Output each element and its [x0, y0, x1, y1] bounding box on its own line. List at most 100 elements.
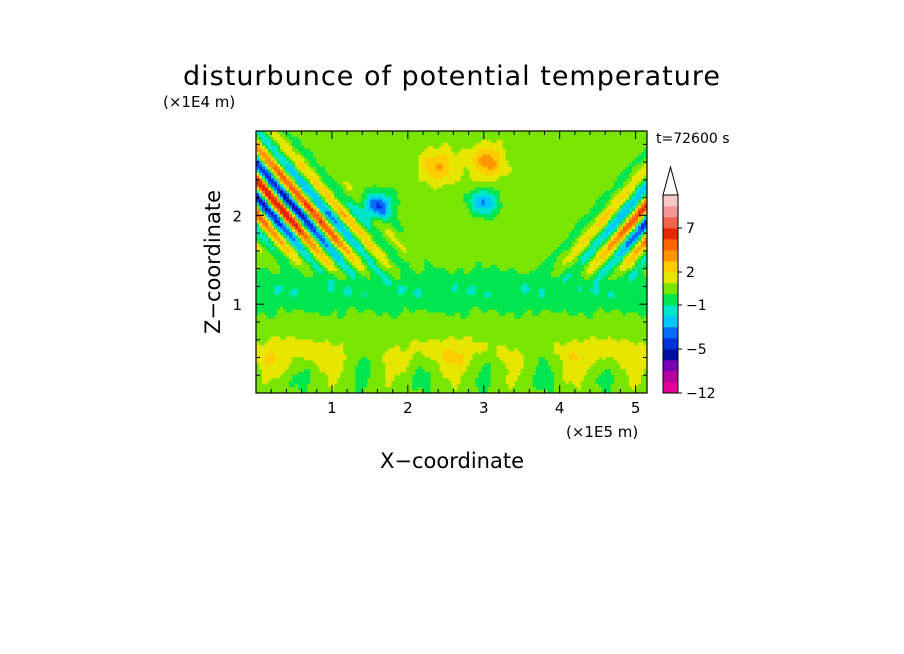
- heatmap-cell: [580, 133, 585, 138]
- heatmap-cell: [259, 154, 263, 159]
- heatmap-cell: [529, 214, 534, 218]
- heatmap-cell: [490, 148, 495, 153]
- heatmap-cell: [265, 169, 269, 174]
- heatmap-cell: [628, 211, 633, 215]
- heatmap-cell: [568, 154, 573, 159]
- heatmap-cell: [403, 166, 407, 171]
- heatmap-cell: [310, 187, 314, 191]
- heatmap-cell: [637, 226, 642, 230]
- heatmap-cell: [622, 226, 627, 230]
- heatmap-cell: [487, 196, 491, 200]
- heatmap-cell: [517, 238, 522, 242]
- heatmap-cell: [382, 217, 386, 221]
- heatmap-cell: [427, 148, 431, 153]
- heatmap-cell: [547, 190, 552, 194]
- heatmap-cell: [256, 131, 260, 135]
- heatmap-cell: [472, 136, 476, 141]
- heatmap-cell: [427, 187, 431, 191]
- heatmap-cell: [643, 229, 648, 233]
- heatmap-cell: [541, 142, 546, 147]
- heatmap-cell: [346, 139, 350, 144]
- heatmap-cell: [307, 184, 311, 188]
- heatmap-cell: [556, 235, 561, 239]
- heatmap-cell: [541, 235, 546, 239]
- heatmap-cell: [538, 139, 543, 144]
- heatmap-cell: [277, 184, 281, 188]
- heatmap-cell: [388, 205, 392, 209]
- heatmap-cell: [574, 208, 579, 212]
- heatmap-cell: [361, 241, 365, 245]
- heatmap-cell: [286, 160, 290, 165]
- heatmap-cell: [460, 241, 464, 245]
- heatmap-cell: [439, 241, 443, 245]
- heatmap-cell: [298, 196, 302, 200]
- heatmap-cell: [379, 142, 383, 147]
- heatmap-cell: [529, 175, 534, 180]
- heatmap-cell: [292, 235, 296, 239]
- heatmap-cell: [268, 131, 272, 135]
- heatmap-cell: [418, 199, 422, 203]
- heatmap-cell: [346, 211, 350, 215]
- heatmap-cell: [535, 139, 540, 144]
- heatmap-cell: [445, 190, 449, 194]
- heatmap-cell: [349, 163, 353, 168]
- heatmap-cell: [397, 139, 401, 144]
- heatmap-cell: [625, 148, 630, 153]
- heatmap-cell: [274, 232, 278, 236]
- heatmap-cell: [298, 238, 302, 242]
- heatmap-cell: [598, 202, 603, 206]
- heatmap-cell: [481, 211, 485, 215]
- heatmap-cell: [412, 211, 416, 215]
- heatmap-cell: [433, 151, 437, 156]
- heatmap-cell: [343, 217, 347, 221]
- heatmap-cell: [364, 157, 368, 162]
- heatmap-cell: [640, 199, 645, 203]
- heatmap-cell: [538, 142, 543, 147]
- heatmap-cell: [457, 190, 461, 194]
- heatmap-cell: [424, 229, 428, 233]
- heatmap-cell: [547, 241, 552, 245]
- heatmap-cell: [421, 241, 425, 245]
- heatmap-cell: [589, 131, 594, 135]
- heatmap-cell: [493, 241, 498, 245]
- heatmap-cell: [454, 136, 458, 141]
- heatmap-cell: [637, 220, 642, 224]
- heatmap-cell: [466, 202, 470, 206]
- heatmap-cell: [565, 241, 570, 245]
- heatmap-cell: [469, 172, 473, 177]
- heatmap-cell: [274, 181, 278, 185]
- heatmap-cell: [352, 205, 356, 209]
- heatmap-cell: [355, 163, 359, 168]
- heatmap-cell: [553, 235, 558, 239]
- heatmap-cell: [277, 187, 281, 191]
- heatmap-cell: [625, 145, 630, 150]
- heatmap-cell: [292, 172, 296, 177]
- heatmap-cell: [598, 187, 603, 191]
- heatmap-cell: [304, 133, 308, 138]
- heatmap-cell: [415, 163, 419, 168]
- heatmap-cell: [331, 166, 335, 171]
- heatmap-cell: [370, 235, 374, 239]
- heatmap-cell: [523, 199, 528, 203]
- heatmap-cell: [532, 193, 537, 197]
- heatmap-cell: [316, 229, 320, 233]
- heatmap-cell: [526, 163, 531, 168]
- heatmap-cell: [388, 193, 392, 197]
- heatmap-cell: [475, 157, 479, 162]
- heatmap-cell: [385, 181, 389, 185]
- heatmap-cell: [640, 148, 645, 153]
- heatmap-cell: [325, 244, 329, 248]
- heatmap-cell: [265, 238, 269, 242]
- heatmap-cell: [286, 166, 290, 171]
- heatmap-cell: [619, 241, 624, 245]
- heatmap-cell: [268, 217, 272, 221]
- heatmap-cell: [520, 211, 525, 215]
- heatmap-cell: [550, 131, 555, 135]
- heatmap-cell: [406, 208, 410, 212]
- heatmap-cell: [466, 229, 470, 233]
- heatmap-cell: [547, 175, 552, 180]
- heatmap-cell: [625, 217, 630, 221]
- heatmap-cell: [478, 160, 482, 165]
- heatmap-cell: [403, 163, 407, 168]
- heatmap-cell: [499, 229, 504, 233]
